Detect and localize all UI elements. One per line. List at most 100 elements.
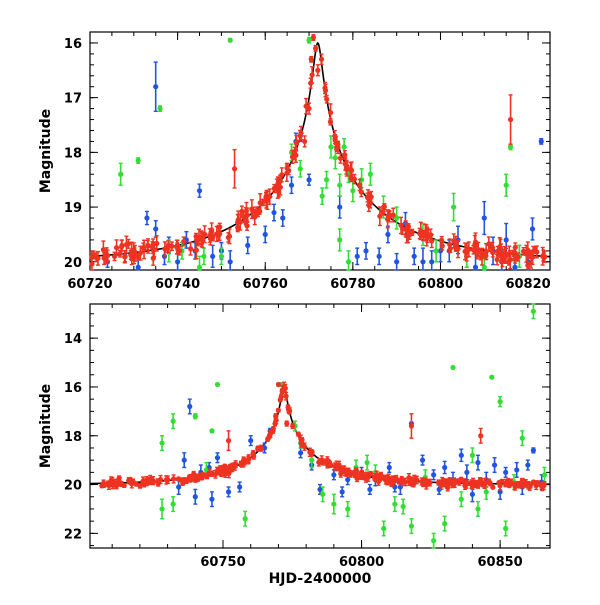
marker	[151, 246, 157, 253]
data-point	[199, 474, 205, 481]
data-point	[225, 232, 231, 243]
data-point	[529, 217, 536, 241]
x-tick-label: 60850	[478, 555, 523, 570]
bottom-panel-frame	[89, 303, 551, 549]
data-point	[337, 152, 344, 164]
data-point	[196, 183, 203, 198]
marker	[278, 394, 284, 400]
data-point	[227, 250, 233, 271]
data-point	[503, 247, 509, 264]
data-point	[469, 482, 476, 491]
marker	[364, 460, 370, 466]
data-point	[475, 500, 481, 517]
marker	[453, 241, 459, 247]
bottom-panel: 60750 60800 60850 14 16 18 20 22 Magnitude HJD-…	[38, 303, 551, 587]
data-point	[497, 480, 503, 491]
marker	[328, 144, 334, 150]
marker	[212, 471, 219, 477]
y-tick-label: 18	[64, 146, 82, 161]
marker	[308, 80, 314, 86]
marker	[219, 466, 225, 472]
data-point	[499, 251, 506, 268]
marker	[306, 37, 312, 43]
marker	[249, 206, 255, 212]
data-point	[478, 252, 484, 261]
data-point	[95, 250, 101, 266]
marker	[525, 262, 531, 269]
data-point	[494, 253, 500, 266]
marker	[483, 489, 489, 495]
data-point	[510, 249, 517, 258]
data-point	[400, 498, 406, 515]
marker	[316, 459, 322, 465]
marker	[209, 227, 215, 233]
data-point	[345, 500, 351, 517]
marker	[541, 472, 548, 478]
data-point	[132, 244, 138, 262]
data-point	[507, 249, 513, 270]
marker	[497, 399, 503, 405]
data-point	[320, 486, 326, 503]
data-point	[332, 462, 338, 471]
marker	[225, 234, 231, 241]
marker	[411, 253, 417, 259]
data-point	[541, 481, 547, 491]
data-point	[520, 246, 527, 256]
data-point	[368, 470, 374, 477]
data-point	[402, 477, 408, 487]
data-point	[135, 253, 141, 261]
data-point	[489, 374, 495, 380]
data-point	[477, 477, 483, 485]
marker	[310, 34, 317, 41]
marker	[503, 469, 509, 475]
marker	[216, 231, 222, 237]
data-point	[225, 486, 232, 498]
data-point	[192, 413, 198, 420]
marker	[192, 494, 198, 500]
marker	[209, 428, 215, 434]
marker	[153, 84, 159, 90]
marker	[199, 474, 205, 480]
marker	[354, 253, 360, 259]
y-tick-label: 19	[64, 201, 82, 216]
marker	[512, 264, 518, 270]
marker	[540, 252, 546, 259]
data-point	[214, 452, 221, 464]
data-point	[212, 470, 219, 479]
marker	[271, 209, 277, 216]
marker	[225, 489, 232, 495]
marker	[334, 145, 340, 151]
data-point	[204, 472, 210, 480]
data-point	[458, 448, 464, 463]
data-point	[420, 247, 426, 271]
marker	[315, 67, 321, 73]
data-point	[489, 241, 496, 254]
data-point	[316, 457, 322, 467]
marker	[445, 485, 451, 491]
marker	[243, 213, 249, 219]
marker	[187, 403, 193, 410]
marker	[186, 473, 193, 480]
marker	[318, 56, 325, 62]
data-point	[237, 481, 243, 493]
marker	[429, 259, 435, 265]
marker	[201, 253, 207, 259]
marker	[327, 119, 334, 125]
marker	[280, 215, 286, 221]
data-point	[308, 77, 314, 89]
data-point	[439, 235, 445, 245]
data-point	[104, 249, 111, 262]
marker	[514, 467, 520, 473]
data-point	[463, 479, 470, 489]
marker	[196, 188, 203, 194]
data-point	[275, 182, 281, 199]
data-point	[540, 249, 546, 262]
marker	[332, 155, 338, 161]
data-point	[447, 238, 453, 251]
data-point	[323, 170, 330, 189]
marker	[376, 253, 382, 259]
marker	[525, 462, 531, 468]
data-point	[170, 413, 176, 430]
data-point	[239, 461, 245, 468]
data-point	[384, 474, 390, 480]
